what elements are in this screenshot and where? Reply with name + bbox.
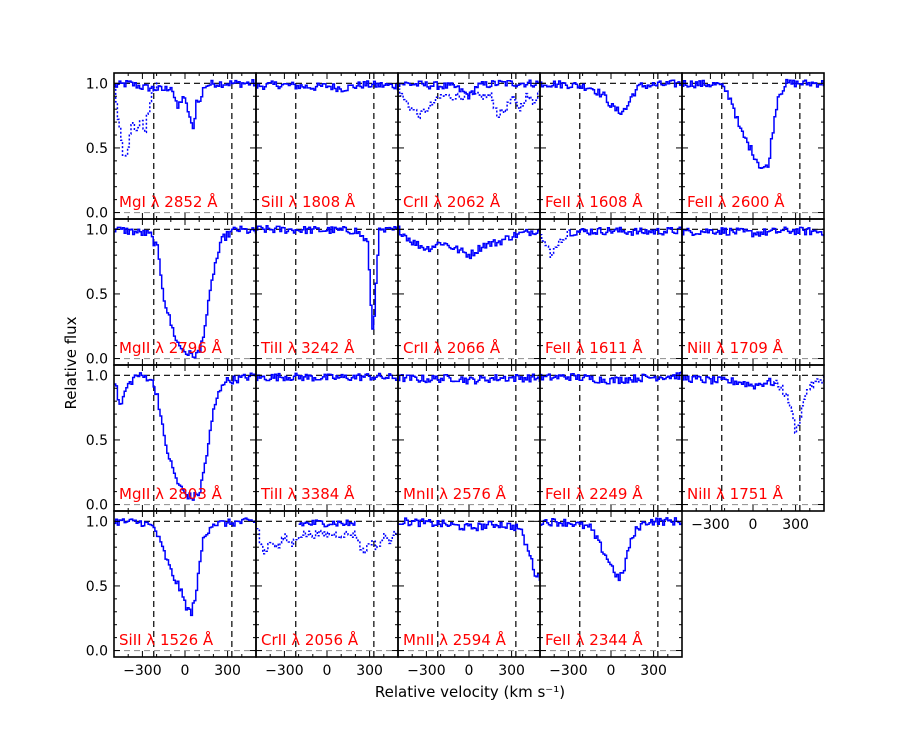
panel-18: FeII λ 2344 Å −300 0 300 xyxy=(539,510,683,679)
contaminated-spectrum-line xyxy=(114,80,158,157)
panel-9: NiII λ 1709 Å xyxy=(681,218,825,366)
y-tick-label: 0.0 xyxy=(86,206,108,222)
x-tick-label: 300 xyxy=(214,663,241,679)
spectrum-line xyxy=(540,79,682,115)
panel-ticks xyxy=(255,365,399,511)
panel-label: SiII λ 1526 Å xyxy=(119,630,214,649)
y-tick-label: 0.5 xyxy=(86,579,108,595)
panel-0: MgI λ 2852 Å 0.0 0.5 1.0 xyxy=(86,72,257,222)
x-tick-label: 0 xyxy=(749,517,758,533)
y-tick-label: 0.5 xyxy=(86,141,108,157)
x-tick-label: 300 xyxy=(498,663,525,679)
x-tick-label: 0 xyxy=(181,663,190,679)
x-tick-label: 300 xyxy=(356,663,383,679)
panel-ticks xyxy=(113,511,257,657)
panel-label: FeII λ 2344 Å xyxy=(545,630,643,649)
panel-label: CrII λ 2062 Å xyxy=(403,192,501,211)
x-axis-label: Relative velocity (km s⁻¹) xyxy=(375,683,565,701)
contaminated-spectrum-line xyxy=(774,375,824,434)
panel-label: TiII λ 3384 Å xyxy=(260,484,355,503)
panel-label: CrII λ 2056 Å xyxy=(261,630,359,649)
panel-2: CrII λ 2062 Å xyxy=(397,72,541,220)
panel-ticks xyxy=(539,511,683,657)
panel-ticks xyxy=(681,365,825,511)
spectrum-line xyxy=(540,370,682,385)
y-tick-label: 1.0 xyxy=(86,76,108,92)
spectrum-line xyxy=(540,517,682,582)
spectrum-line xyxy=(682,226,824,238)
y-tick-label: 1.0 xyxy=(86,368,108,384)
panel-4: FeII λ 2600 Å xyxy=(681,72,825,220)
panels-layer: MgI λ 2852 Å 0.0 0.5 1.0 SiII λ 1808 Å CrII λ… xyxy=(86,72,825,679)
spectrum-line xyxy=(256,372,398,382)
panel-label: MnII λ 2594 Å xyxy=(403,630,507,649)
x-tick-label: −300 xyxy=(549,663,587,679)
x-tick-label: −300 xyxy=(123,663,161,679)
contaminated-spectrum-line xyxy=(540,230,569,258)
panel-12: MnII λ 2576 Å xyxy=(397,364,541,512)
spectrum-line xyxy=(398,79,540,100)
panel-label: SiII λ 1808 Å xyxy=(261,192,356,211)
x-tick-label: 300 xyxy=(640,663,667,679)
y-tick-label: 0.5 xyxy=(86,287,108,303)
panel-label: MgI λ 2852 Å xyxy=(119,192,218,211)
x-tick-label: −300 xyxy=(691,517,729,533)
panel-label: MgII λ 2803 Å xyxy=(119,484,223,503)
panel-8: FeII λ 1611 Å xyxy=(539,218,683,366)
spectrum-line xyxy=(256,80,398,93)
y-tick-label: 1.0 xyxy=(86,222,108,238)
y-axis-label: Relative flux xyxy=(62,316,80,409)
spectrum-line xyxy=(298,519,356,528)
panel-label: NiII λ 1709 Å xyxy=(687,338,784,357)
x-tick-label: 0 xyxy=(323,663,332,679)
spectrum-line xyxy=(256,224,398,330)
spectrum-line xyxy=(114,79,256,130)
spectrum-line xyxy=(568,226,682,237)
contaminated-spectrum-line xyxy=(398,88,540,120)
y-tick-label: 0.0 xyxy=(86,352,108,368)
contaminated-spectrum-line xyxy=(256,527,398,555)
spectrum-line xyxy=(682,374,775,390)
panel-17: MnII λ 2594 Å −300 0 300 xyxy=(397,510,541,679)
panel-5: MgII λ 2796 Å 0.0 0.5 1.0 xyxy=(86,218,257,368)
panel-label: FeII λ 2600 Å xyxy=(687,192,785,211)
x-tick-label: −300 xyxy=(407,663,445,679)
panel-label: FeII λ 1608 Å xyxy=(545,192,643,211)
x-tick-label: 300 xyxy=(782,517,809,533)
y-tick-label: 0.0 xyxy=(86,644,108,660)
spectrum-line xyxy=(114,225,256,359)
panel-14: NiII λ 1751 Å −300 0 300 xyxy=(681,364,825,533)
panel-3: FeII λ 1608 Å xyxy=(539,72,683,220)
panel-label: CrII λ 2066 Å xyxy=(403,338,501,357)
panel-1: SiII λ 1808 Å xyxy=(255,72,399,220)
panel-15: SiII λ 1526 Å 0.0 0.5 1.0 −300 0 300 xyxy=(86,510,257,679)
y-tick-label: 1.0 xyxy=(86,514,108,530)
spectrum-line xyxy=(114,372,256,501)
spectrum-line xyxy=(398,225,540,260)
x-tick-label: 0 xyxy=(607,663,616,679)
spectrum-line xyxy=(398,373,540,385)
panel-6: TiII λ 3242 Å xyxy=(255,218,399,366)
y-tick-label: 0.5 xyxy=(86,433,108,449)
spectrum-line xyxy=(114,517,256,617)
x-tick-label: 0 xyxy=(465,663,474,679)
spectrum-line xyxy=(682,78,824,170)
panel-label: MnII λ 2576 Å xyxy=(403,484,507,503)
panel-10: MgII λ 2803 Å 0.0 0.5 1.0 xyxy=(86,364,257,514)
panel-13: FeII λ 2249 Å xyxy=(539,364,683,512)
panel-16: CrII λ 2056 Å −300 0 300 xyxy=(255,510,399,679)
panel-label: TiII λ 3242 Å xyxy=(260,338,355,357)
x-tick-label: −300 xyxy=(265,663,303,679)
panel-label: NiII λ 1751 Å xyxy=(687,484,784,503)
panel-label: FeII λ 1611 Å xyxy=(545,338,643,357)
panel-label: MgII λ 2796 Å xyxy=(119,338,223,357)
panel-label: FeII λ 2249 Å xyxy=(545,484,643,503)
panel-7: CrII λ 2066 Å xyxy=(397,218,541,366)
panel-11: TiII λ 3384 Å xyxy=(255,364,399,512)
spectrum-line xyxy=(398,517,540,581)
y-tick-label: 0.0 xyxy=(86,498,108,514)
